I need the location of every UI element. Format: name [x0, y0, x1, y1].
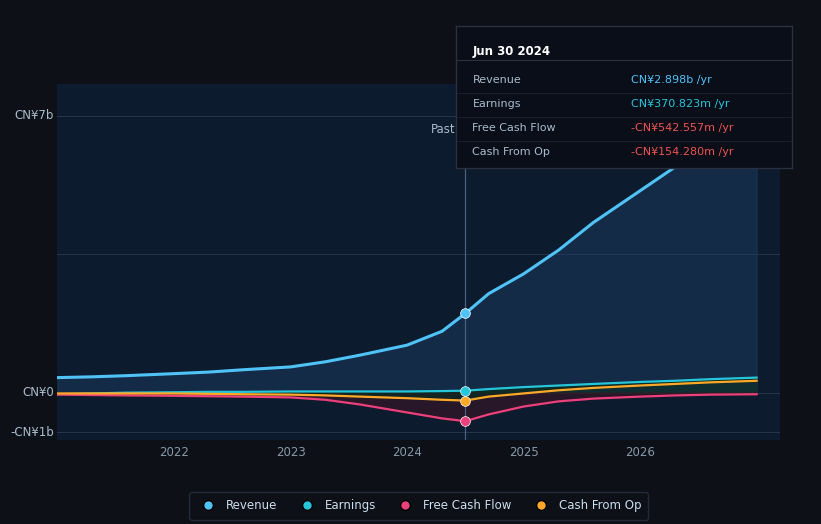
Text: Earnings: Earnings	[473, 99, 521, 109]
Text: Analysts Forecasts: Analysts Forecasts	[475, 124, 585, 136]
Text: -CN¥542.557m /yr: -CN¥542.557m /yr	[631, 123, 733, 133]
Text: CN¥7b: CN¥7b	[15, 109, 54, 122]
Text: CN¥370.823m /yr: CN¥370.823m /yr	[631, 99, 729, 109]
Text: -CN¥154.280m /yr: -CN¥154.280m /yr	[631, 147, 733, 157]
Text: CN¥2.898b /yr: CN¥2.898b /yr	[631, 75, 712, 85]
Text: -CN¥1b: -CN¥1b	[10, 425, 54, 439]
Text: Past: Past	[431, 124, 456, 136]
Text: Free Cash Flow: Free Cash Flow	[473, 123, 556, 133]
Text: Cash From Op: Cash From Op	[473, 147, 550, 157]
Text: Jun 30 2024: Jun 30 2024	[473, 45, 551, 58]
Text: Revenue: Revenue	[473, 75, 521, 85]
Legend: Revenue, Earnings, Free Cash Flow, Cash From Op: Revenue, Earnings, Free Cash Flow, Cash …	[189, 493, 649, 520]
Text: CN¥0: CN¥0	[22, 386, 54, 399]
